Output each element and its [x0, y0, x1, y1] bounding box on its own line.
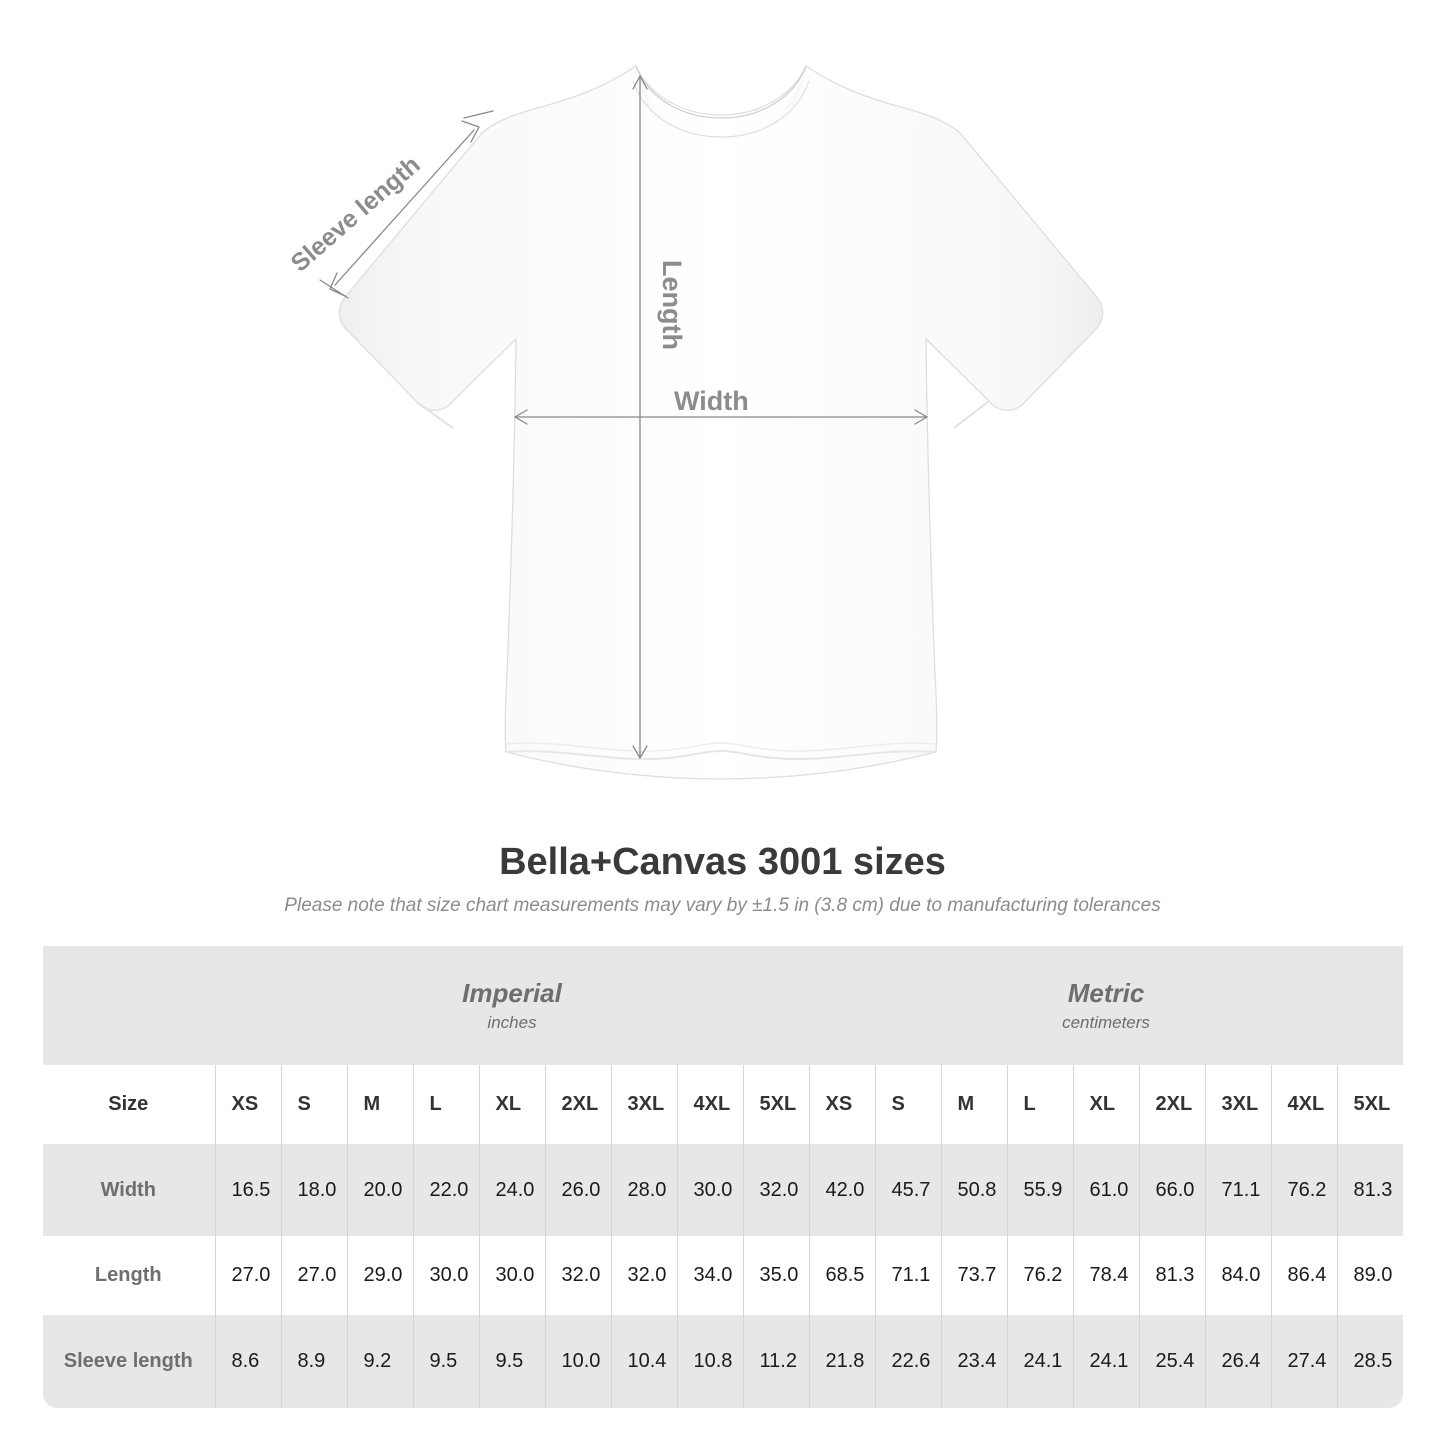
- svg-text:Length: Length: [657, 260, 687, 350]
- svg-text:Width: Width: [674, 386, 749, 416]
